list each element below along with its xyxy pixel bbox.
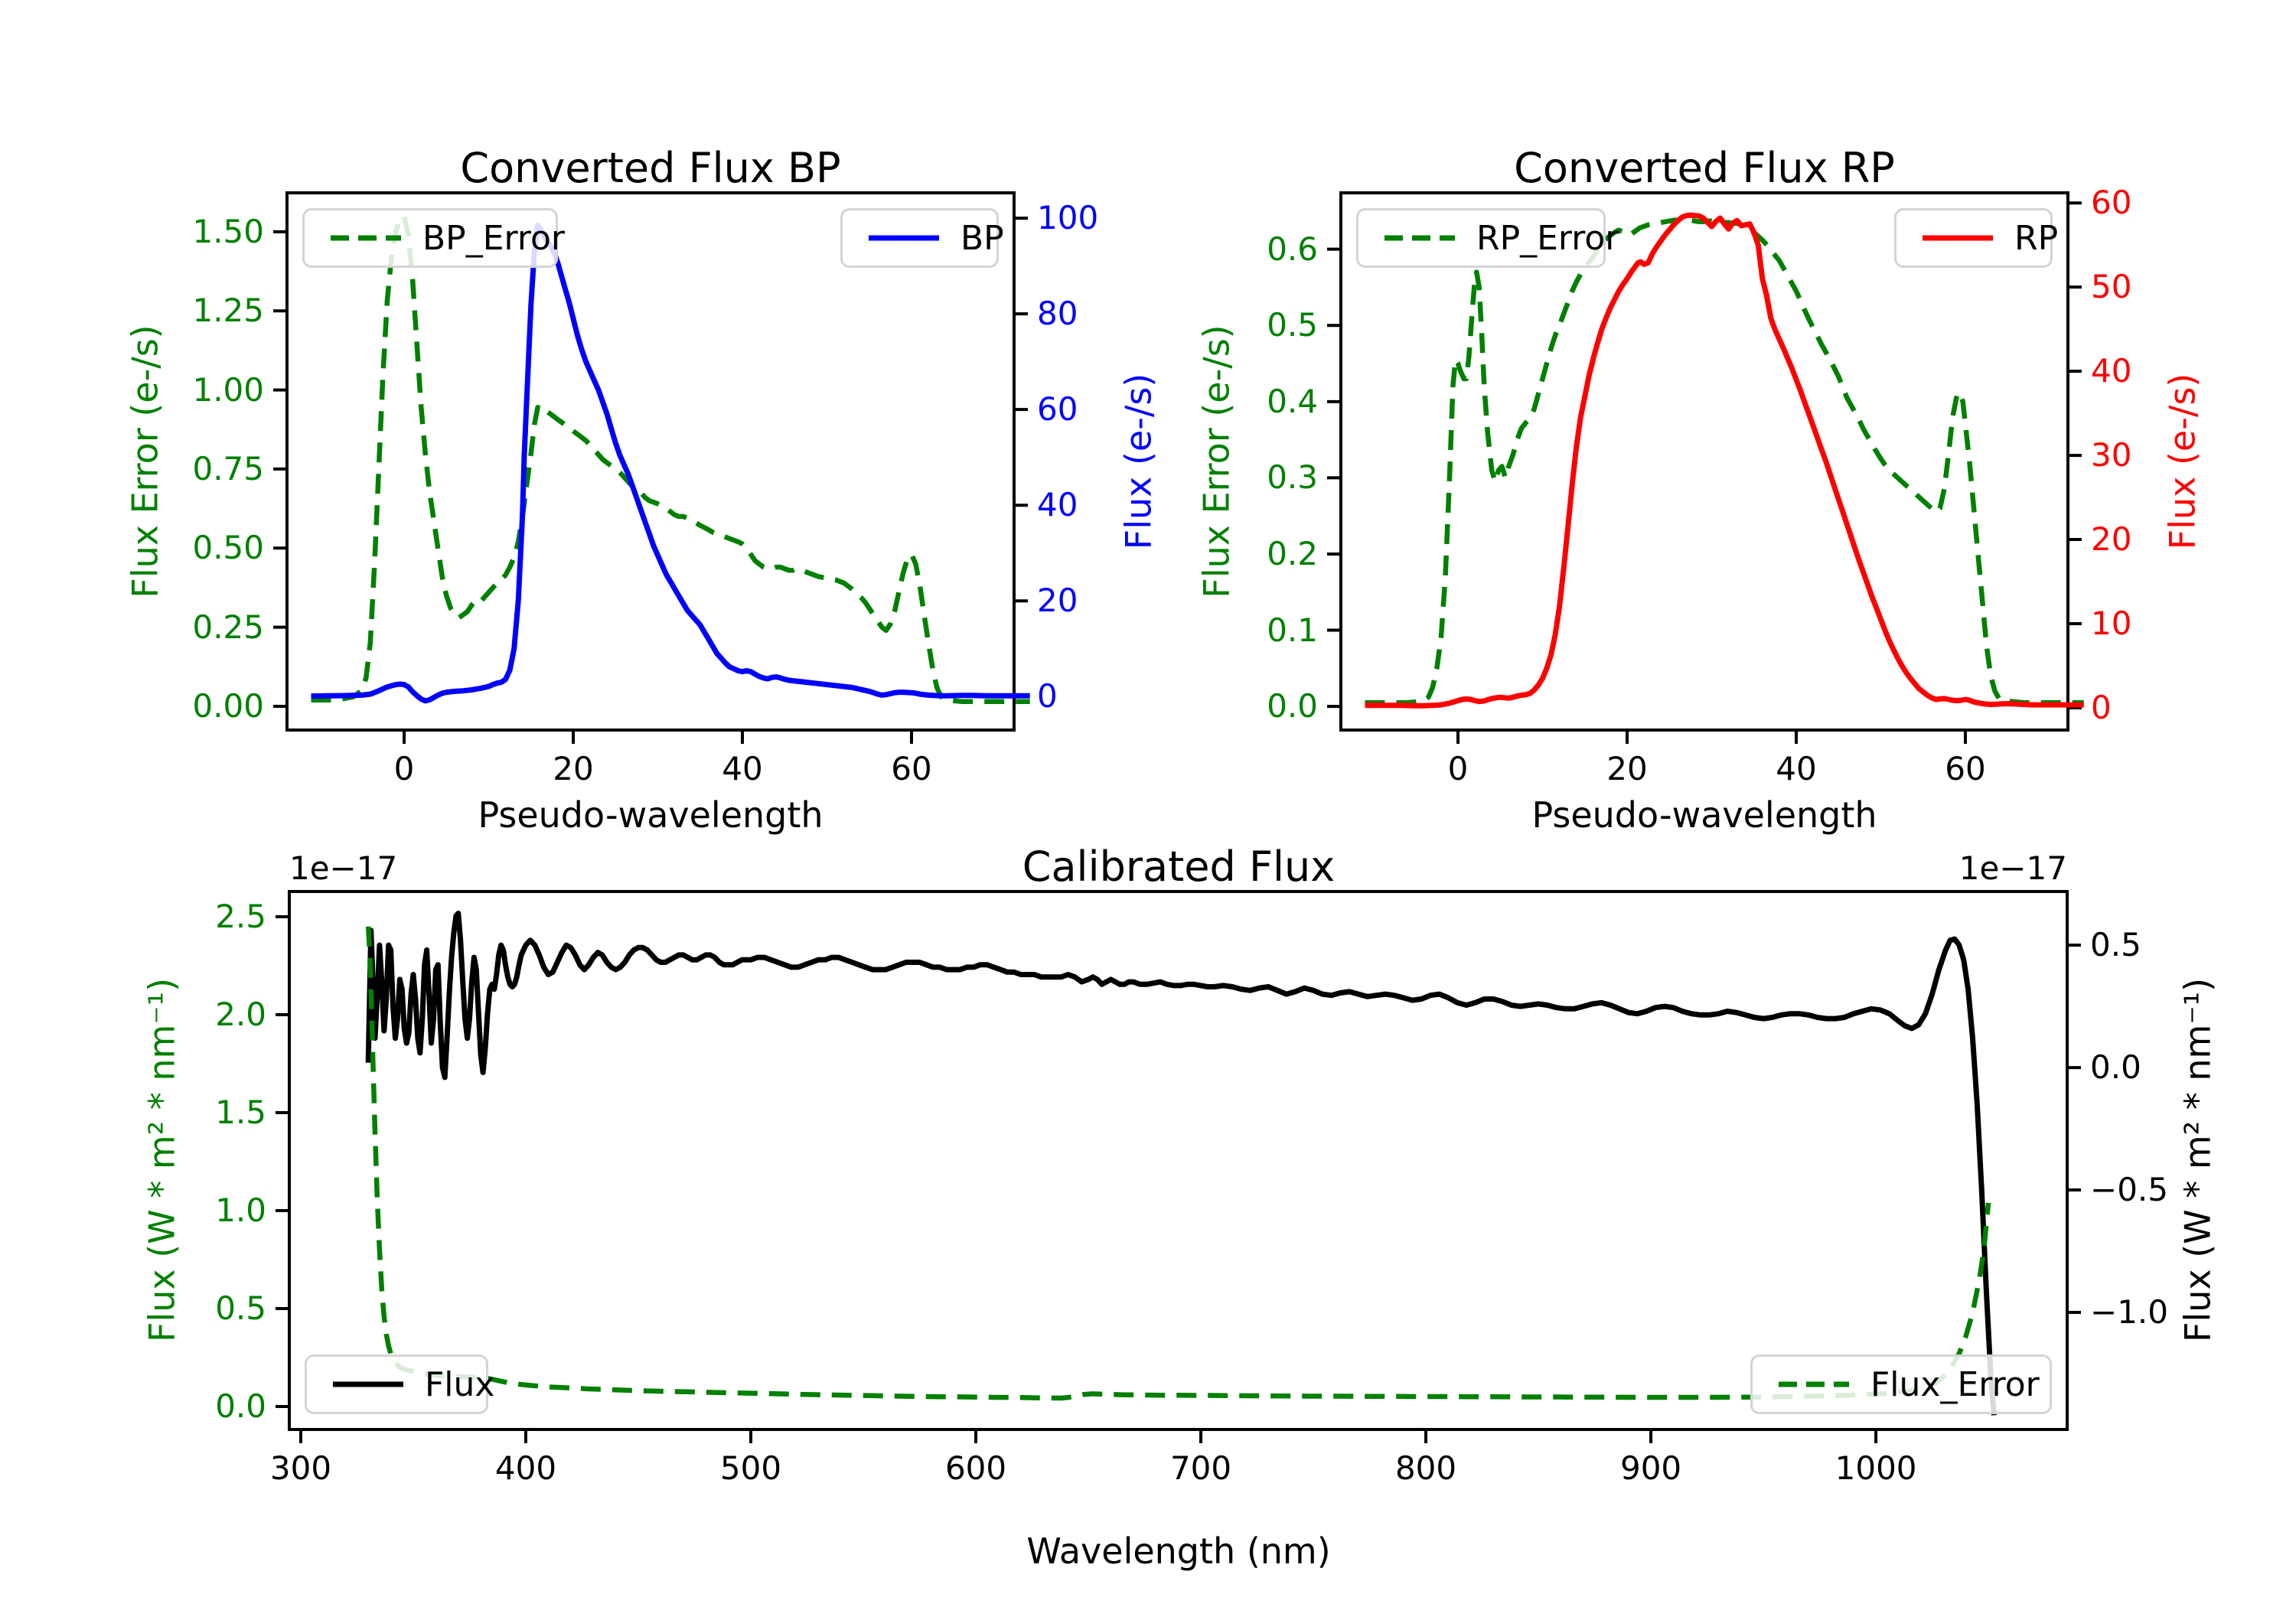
legend-line-sample bbox=[331, 235, 401, 241]
legend-label: RP bbox=[2014, 218, 2059, 258]
legend-label: BP_Error bbox=[422, 218, 565, 258]
rp-legend-rp_error: RP_Error bbox=[1356, 208, 1619, 268]
rp-left-tick-label: 0.2 bbox=[1267, 534, 1318, 572]
calibrated-axes-frame bbox=[288, 890, 2069, 1431]
legend-line-sample bbox=[1779, 1381, 1849, 1387]
calibrated-left-tick-label: 2.0 bbox=[215, 995, 266, 1033]
bp-right-tick-label: 80 bbox=[1037, 295, 1078, 333]
rp-legend-rp: RP bbox=[1894, 208, 2058, 268]
bp-left-tick-label: 1.00 bbox=[192, 370, 264, 409]
rp-left-tick-label: 0.6 bbox=[1267, 230, 1318, 268]
rp-right-tick-label: 20 bbox=[2091, 520, 2132, 558]
calibrated-series-flux_error bbox=[365, 926, 1991, 1401]
rp-right-tick-label: 10 bbox=[2091, 604, 2132, 642]
bp-left-tick-label: 0.25 bbox=[192, 608, 264, 646]
bp-series-bp bbox=[311, 223, 1030, 704]
rp-left-tick-label: 0.4 bbox=[1267, 382, 1318, 420]
rp-right-tick-label: 50 bbox=[2091, 268, 2132, 306]
legend-line-sample bbox=[869, 235, 939, 241]
calibrated-offset-text-left: 1e−17 bbox=[289, 849, 398, 887]
legend-label: BP bbox=[960, 218, 1004, 258]
bp-left-tick-label: 1.25 bbox=[192, 292, 264, 330]
bp-right-tick-label: 40 bbox=[1037, 486, 1078, 524]
rp-axes-frame bbox=[1339, 191, 2069, 732]
bp-left-tick-label: 0.75 bbox=[192, 449, 264, 487]
calibrated-x-tick-label: 500 bbox=[719, 1449, 782, 1487]
calibrated-right-tick-label: 0.5 bbox=[2090, 925, 2141, 963]
calibrated-left-tick-label: 2.5 bbox=[215, 897, 266, 935]
calibrated-x-tick-label: 800 bbox=[1394, 1449, 1457, 1487]
bp-series-bp_error bbox=[311, 213, 1030, 705]
calibrated-x-tick-label: 300 bbox=[269, 1449, 332, 1487]
calibrated-legend-flux_error: Flux_Error bbox=[1750, 1354, 2052, 1414]
bp-right-y-axis-label: Flux (e-/s) bbox=[1117, 373, 1159, 550]
calibrated-x-tick-label: 700 bbox=[1169, 1449, 1232, 1487]
rp-right-tick-label: 30 bbox=[2091, 435, 2132, 474]
calibrated-legend-flux: Flux bbox=[305, 1354, 494, 1414]
rp-right-tick-label: 60 bbox=[2091, 184, 2132, 222]
calibrated-offset-text-right: 1e−17 bbox=[1958, 849, 2067, 887]
calibrated-chart-title: Calibrated Flux bbox=[1022, 843, 1336, 891]
calibrated-x-tick-label: 900 bbox=[1619, 1449, 1682, 1487]
legend-line-sample bbox=[333, 1381, 403, 1387]
rp-left-y-axis-label: Flux Error (e-/s) bbox=[1195, 324, 1238, 598]
calibrated-x-axis-label: Wavelength (nm) bbox=[1026, 1530, 1331, 1572]
rp-right-tick-label: 0 bbox=[2091, 688, 2112, 726]
rp-series-rp bbox=[1365, 212, 2084, 709]
bp-left-tick-label: 0.00 bbox=[192, 686, 264, 725]
legend-label: Flux_Error bbox=[1870, 1364, 2040, 1404]
bp-chart-title: Converted Flux BP bbox=[460, 144, 841, 192]
rp-x-tick-label: 40 bbox=[1776, 750, 1817, 787]
calibrated-left-tick-label: 0.5 bbox=[215, 1289, 266, 1327]
bp-legend-bp_error: BP_Error bbox=[302, 208, 565, 268]
calibrated-x-tick-label: 400 bbox=[494, 1449, 557, 1487]
bp-right-tick-label: 0 bbox=[1037, 677, 1058, 715]
calibrated-left-tick-label: 1.5 bbox=[215, 1093, 266, 1131]
rp-left-tick-label: 0.0 bbox=[1267, 687, 1318, 725]
bp-right-tick-label: 20 bbox=[1037, 582, 1078, 620]
legend-line-sample bbox=[1923, 235, 1993, 241]
calibrated-left-y-axis-label: Flux (W * m² * nm⁻¹) bbox=[141, 977, 183, 1343]
calibrated-right-tick-label: −0.5 bbox=[2090, 1170, 2168, 1208]
rp-right-tick-label: 40 bbox=[2091, 352, 2132, 390]
rp-x-axis-label: Pseudo-wavelength bbox=[1531, 794, 1877, 836]
rp-left-tick-label: 0.1 bbox=[1267, 611, 1318, 649]
rp-right-y-axis-label: Flux (e-/s) bbox=[2161, 373, 2203, 550]
bp-axes-frame bbox=[285, 191, 1016, 732]
calibrated-series-flux bbox=[365, 911, 1997, 1416]
bp-x-tick-label: 60 bbox=[891, 750, 932, 787]
bp-left-tick-label: 1.50 bbox=[192, 212, 264, 250]
bp-left-y-axis-label: Flux Error (e-/s) bbox=[124, 324, 166, 598]
calibrated-right-tick-label: −1.0 bbox=[2090, 1292, 2168, 1331]
calibrated-right-tick-label: 0.0 bbox=[2090, 1048, 2141, 1086]
bp-x-tick-label: 20 bbox=[553, 750, 594, 787]
bp-legend-bp: BP bbox=[840, 208, 1004, 268]
calibrated-x-tick-label: 1000 bbox=[1835, 1449, 1917, 1487]
rp-chart-title: Converted Flux RP bbox=[1514, 144, 1895, 192]
legend-line-sample bbox=[1384, 235, 1455, 241]
calibrated-left-tick-label: 0.0 bbox=[215, 1387, 266, 1425]
rp-x-tick-label: 20 bbox=[1606, 750, 1648, 787]
bp-right-tick-label: 100 bbox=[1037, 199, 1099, 237]
calibrated-right-y-axis-label: Flux (W * m² * nm⁻¹) bbox=[2177, 977, 2219, 1343]
bp-right-tick-label: 60 bbox=[1037, 390, 1078, 429]
bp-x-tick-label: 40 bbox=[722, 750, 763, 787]
legend-label: RP_Error bbox=[1476, 218, 1619, 258]
rp-x-tick-label: 60 bbox=[1945, 750, 1986, 787]
bp-x-tick-label: 0 bbox=[393, 750, 415, 787]
calibrated-left-tick-label: 1.0 bbox=[215, 1191, 266, 1229]
rp-left-tick-label: 0.5 bbox=[1267, 306, 1318, 344]
rp-left-tick-label: 0.3 bbox=[1267, 458, 1318, 497]
rp-x-tick-label: 0 bbox=[1447, 750, 1469, 787]
calibrated-x-tick-label: 600 bbox=[944, 1449, 1007, 1487]
rp-series-rp_error bbox=[1365, 217, 2084, 706]
legend-label: Flux bbox=[425, 1364, 495, 1404]
bp-left-tick-label: 0.50 bbox=[192, 529, 264, 567]
bp-x-axis-label: Pseudo-wavelength bbox=[478, 794, 823, 836]
